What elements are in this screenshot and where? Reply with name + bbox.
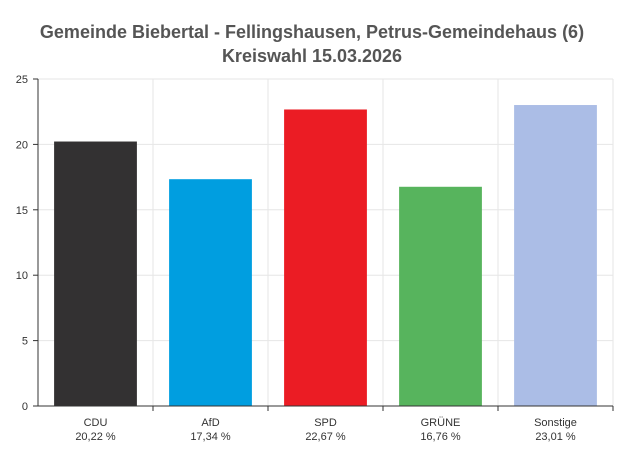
bar-afd	[169, 179, 252, 406]
y-tick-label: 20	[16, 139, 28, 151]
category-label: AfD	[201, 417, 219, 429]
y-tick-label: 5	[22, 336, 28, 348]
y-tick-label: 10	[16, 270, 28, 282]
value-label: 16,76 %	[420, 431, 461, 443]
value-label: 17,34 %	[190, 431, 231, 443]
chart-title-block: Gemeinde Biebertal - Fellingshausen, Pet…	[0, 20, 624, 68]
chart-title: Gemeinde Biebertal - Fellingshausen, Pet…	[39, 22, 585, 42]
bar-spd	[284, 109, 367, 406]
value-label: 20,22 %	[75, 431, 116, 443]
bar-grüne	[399, 186, 482, 406]
category-label: CDU	[84, 417, 108, 429]
bar-cdu	[54, 141, 137, 406]
bar-sonstige	[514, 105, 597, 406]
chart-subtitle: Kreiswahl 15.03.2026	[221, 46, 403, 66]
y-tick-label: 15	[16, 205, 28, 217]
y-tick-label: 25	[16, 74, 28, 86]
y-tick-label: 0	[22, 401, 28, 413]
value-label: 23,01 %	[535, 431, 576, 443]
category-label: GRÜNE	[421, 417, 461, 429]
category-label: SPD	[314, 417, 337, 429]
category-label: Sonstige	[534, 417, 577, 429]
value-label: 22,67 %	[305, 431, 346, 443]
